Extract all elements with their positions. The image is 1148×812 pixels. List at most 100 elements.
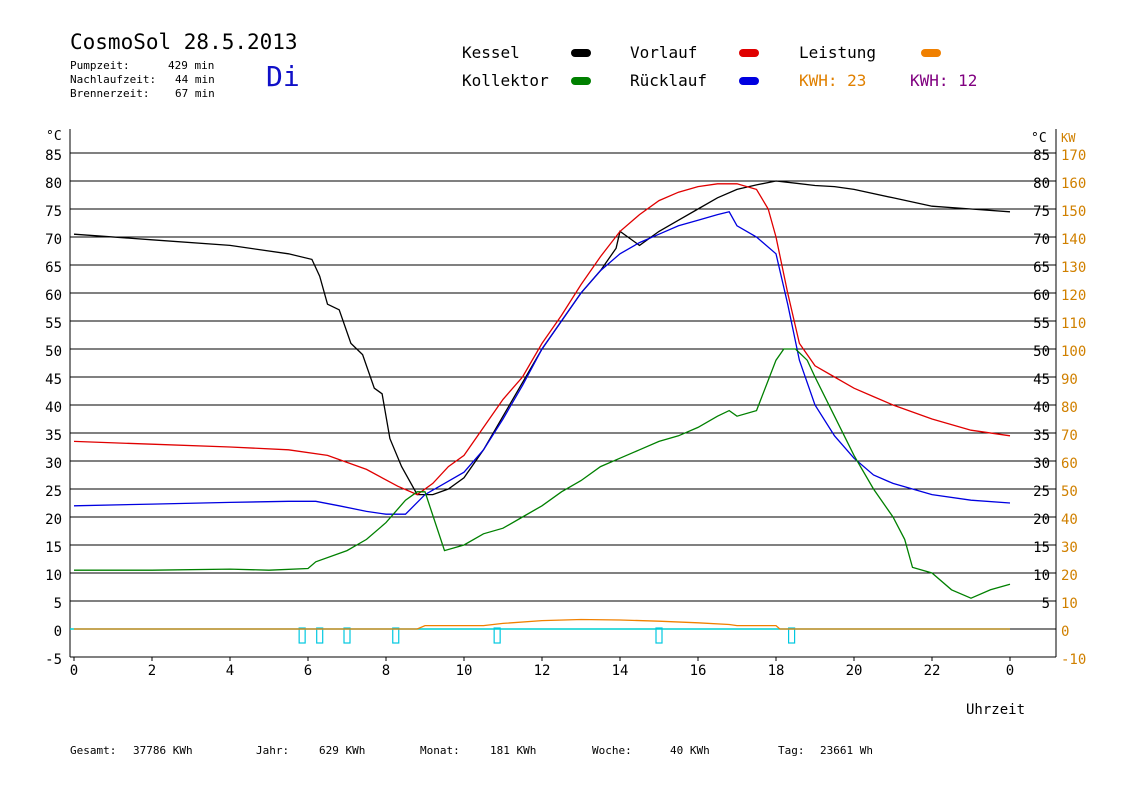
y-tick-label-right-celsius: 45 — [1033, 372, 1050, 388]
y-tick-label-right-kw: 140 — [1061, 232, 1086, 248]
legend-label-kessel: Kessel — [462, 43, 520, 62]
stat-value-brennerzeit: 67 min — [175, 87, 215, 100]
y-tick-label-right-celsius: 75 — [1033, 204, 1050, 220]
series-line-leistung — [74, 618, 1010, 630]
x-tick-label: 8 — [382, 663, 390, 679]
x-axis-label: Uhrzeit — [966, 702, 1025, 718]
x-tick-label: 0 — [1006, 663, 1014, 679]
y-tick-label-left: 0 — [54, 624, 62, 640]
x-tick-label: 2 — [148, 663, 156, 679]
x-tick-label: 12 — [534, 663, 551, 679]
y-tick-label-right-kw: 50 — [1061, 484, 1078, 500]
y-tick-label-right-kw: 170 — [1061, 148, 1086, 164]
pump-marker — [392, 627, 400, 644]
legend-swatch-leistung — [921, 49, 941, 57]
y-tick-label-right-kw: 20 — [1061, 568, 1078, 584]
y-tick-label-right-celsius: 25 — [1033, 484, 1050, 500]
y-tick-label-right-kw: -10 — [1061, 652, 1086, 668]
y-tick-label-right-kw: 120 — [1061, 288, 1086, 304]
footer-monat-value: 181 KWh — [490, 744, 537, 757]
y-tick-label-left: 15 — [45, 540, 62, 556]
x-tick-label: 20 — [846, 663, 863, 679]
y-tick-label-right-celsius: 40 — [1033, 400, 1050, 416]
y-tick-label-right-kw: 70 — [1061, 428, 1078, 444]
kwh-total-orange: KWH: 23 — [799, 71, 867, 90]
y-tick-label-left: 80 — [45, 176, 62, 192]
footer-gesamt-label: Gesamt: — [70, 744, 117, 757]
y-tick-label-left: 65 — [45, 260, 62, 276]
legend-label-leistung: Leistung — [799, 43, 877, 62]
y-tick-label-right-kw: 110 — [1061, 316, 1086, 332]
y-axis-unit-left: °C — [46, 129, 62, 144]
pump-marker — [655, 627, 663, 644]
y-tick-label-right-kw: 30 — [1061, 540, 1078, 556]
y-tick-label-left: 35 — [45, 428, 62, 444]
footer-jahr-value: 629 KWh — [319, 744, 366, 757]
y-tick-label-left: 85 — [45, 148, 62, 164]
y-tick-label-left: 70 — [45, 232, 62, 248]
legend-label-vorlauf: Vorlauf — [630, 43, 698, 62]
y-tick-label-right-kw: 150 — [1061, 204, 1086, 220]
x-tick-label: 22 — [924, 663, 941, 679]
stat-value-nachlaufzeit: 44 min — [175, 73, 215, 86]
y-tick-label-right-kw: 100 — [1061, 344, 1086, 360]
pump-marker — [493, 627, 501, 644]
legend-label-ruecklauf: Rücklauf — [630, 71, 708, 90]
y-tick-label-right-celsius: 70 — [1033, 232, 1050, 248]
pump-marker — [787, 627, 796, 644]
footer-gesamt-value: 37786 KWh — [133, 744, 193, 757]
y-tick-label-left: 20 — [45, 512, 62, 528]
footer-jahr-label: Jahr: — [256, 744, 290, 757]
y-tick-label-right-kw: 0 — [1061, 624, 1069, 640]
y-tick-label-right-celsius: 35 — [1033, 428, 1050, 444]
series-line-kollektor — [74, 348, 1011, 599]
pump-marker — [298, 627, 306, 644]
x-tick-label: 18 — [768, 663, 785, 679]
y-tick-label-right-kw: 130 — [1061, 260, 1086, 276]
y-tick-label-left: 55 — [45, 316, 62, 332]
y-tick-label-right-celsius: 85 — [1033, 148, 1050, 164]
footer-woche-label: Woche: — [592, 744, 632, 757]
legend-swatch-kollektor — [571, 77, 591, 85]
y-tick-label-right-celsius: 30 — [1033, 456, 1050, 472]
legend-swatch-kessel — [571, 49, 591, 57]
x-tick-label: 6 — [304, 663, 312, 679]
y-tick-label-left: 50 — [45, 344, 62, 360]
y-tick-label-right-celsius: 80 — [1033, 176, 1050, 192]
y-tick-label-right-kw: 40 — [1061, 512, 1078, 528]
series-line-vorlauf — [73, 183, 1011, 496]
y-tick-label-right-kw: 160 — [1061, 176, 1086, 192]
legend-swatch-ruecklauf — [739, 77, 759, 85]
x-tick-label: 0 — [70, 663, 78, 679]
y-axis-unit-right-kw: KW — [1061, 131, 1076, 145]
stat-label-brennerzeit: Brennerzeit: — [70, 87, 150, 100]
footer-monat-label: Monat: — [420, 744, 460, 757]
y-tick-label-right-celsius: 55 — [1033, 316, 1050, 332]
footer-tag-value: 23661 Wh — [820, 744, 873, 757]
y-tick-label-right-celsius: 20 — [1033, 512, 1050, 528]
stat-value-pumpzeit: 429 min — [168, 59, 215, 72]
footer-tag-label: Tag: — [778, 744, 805, 757]
y-tick-label-left: 30 — [45, 456, 62, 472]
x-tick-label: 10 — [456, 663, 473, 679]
weekday-label: Di — [266, 60, 300, 93]
stat-label-nachlaufzeit: Nachlaufzeit: — [70, 73, 157, 86]
x-tick-label: 14 — [612, 663, 629, 679]
y-tick-label-right-celsius: 15 — [1033, 540, 1050, 556]
y-tick-label-right-kw: 60 — [1061, 456, 1078, 472]
y-tick-label-right-kw: 90 — [1061, 372, 1078, 388]
y-tick-label-left: 5 — [54, 596, 62, 612]
y-tick-label-right-celsius: 50 — [1033, 344, 1050, 360]
stat-label-pumpzeit: Pumpzeit: — [70, 59, 130, 72]
y-tick-label-right-celsius: 65 — [1033, 260, 1050, 276]
pump-marker — [316, 627, 324, 644]
y-tick-label-left: 25 — [45, 484, 62, 500]
y-axis-unit-right-celsius: °C — [1031, 131, 1047, 146]
y-tick-label-right-celsius: 60 — [1033, 288, 1050, 304]
x-tick-label: 16 — [690, 663, 707, 679]
legend-label-kollektor: Kollektor — [462, 71, 549, 90]
footer-woche-value: 40 KWh — [670, 744, 710, 757]
y-tick-label-left: 75 — [45, 204, 62, 220]
series-line-ruecklauf — [73, 211, 1011, 515]
